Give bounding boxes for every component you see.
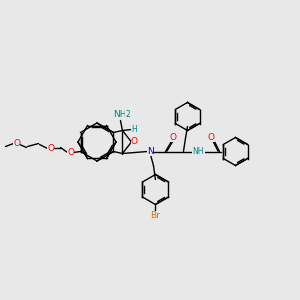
Text: N: N [147, 147, 154, 156]
Text: O: O [13, 139, 20, 148]
Text: 2: 2 [125, 110, 130, 119]
Text: O: O [47, 144, 54, 153]
Text: O: O [208, 133, 215, 142]
Text: O: O [170, 133, 177, 142]
Text: NH: NH [193, 147, 204, 156]
Text: Br: Br [151, 211, 160, 220]
Text: O: O [131, 137, 138, 146]
Text: H: H [132, 125, 137, 134]
Text: NH: NH [113, 110, 126, 119]
Text: O: O [67, 148, 74, 157]
